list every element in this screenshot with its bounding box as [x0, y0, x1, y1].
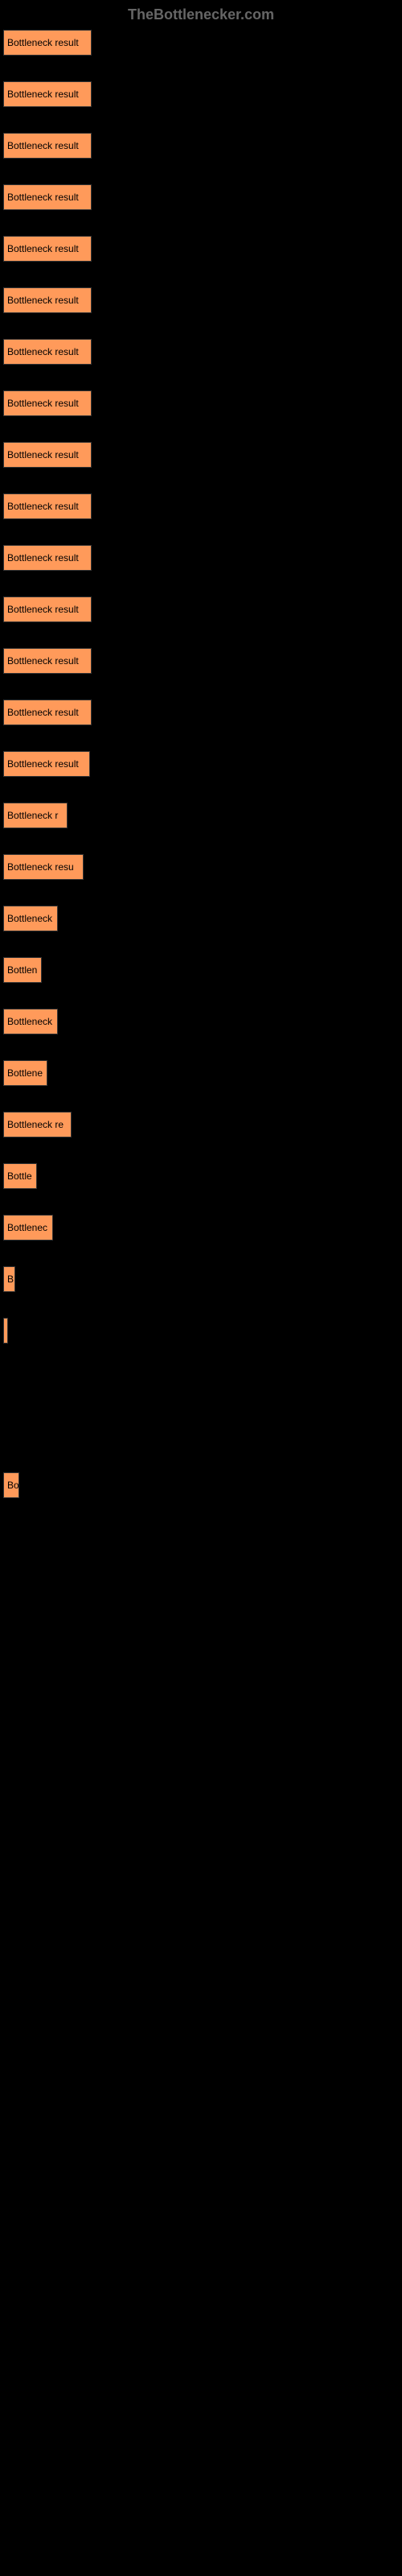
bar-label: Bottleneck result — [7, 243, 79, 254]
bar-row: Bottleneck result — [3, 442, 399, 468]
bar: Bottleneck result — [3, 133, 92, 159]
bar: Bottleneck result — [3, 30, 92, 56]
bar-label: Bottleneck result — [7, 192, 79, 203]
site-header: TheBottlenecker.com — [0, 0, 402, 30]
bar-label: Bottleneck resu — [7, 861, 74, 873]
bar: Bottleneck result — [3, 184, 92, 210]
bar-label: Bottleneck re — [7, 1119, 64, 1130]
bar: Bottlenec — [3, 1215, 53, 1241]
bar-label: Bottleneck result — [7, 37, 79, 48]
bar: Bottleneck result — [3, 339, 92, 365]
bar-label: Bottleneck result — [7, 140, 79, 151]
bar: Bottleneck result — [3, 700, 92, 725]
bar: Bottleneck — [3, 1009, 58, 1034]
bar-chart: Bottleneck result Bottleneck result Bottle… — [0, 30, 402, 1498]
bar: Bottleneck result — [3, 236, 92, 262]
bar: Bottleneck resu — [3, 854, 84, 880]
bar-label: Bottlenec — [7, 1222, 47, 1233]
bar-row: Bottleneck result — [3, 287, 399, 313]
bar-row: Bottleneck result — [3, 184, 399, 210]
bar: Bottleneck result — [3, 545, 92, 571]
bar-row: Bottleneck resu — [3, 854, 399, 880]
bar-label: Bottleneck result — [7, 655, 79, 667]
bar: Bottlene — [3, 1060, 47, 1086]
bar: Bottlen — [3, 957, 42, 983]
bar: Bottleneck result — [3, 442, 92, 468]
bar-label: Bottleneck — [7, 913, 52, 924]
bar-label: Bottleneck result — [7, 295, 79, 306]
bar-row: Bottleneck re — [3, 1112, 399, 1137]
bar-label: Bottlen — [7, 964, 37, 976]
bar-label: Bottleneck result — [7, 604, 79, 615]
bar-row: Bottleneck result — [3, 390, 399, 416]
bar — [3, 1318, 8, 1344]
bar-label: Bottle — [7, 1170, 32, 1182]
bar-label: Bottleneck result — [7, 501, 79, 512]
bar: Bottleneck result — [3, 390, 92, 416]
bar-row — [3, 1421, 399, 1447]
bar-row: Bottleneck — [3, 906, 399, 931]
bar: Bottleneck result — [3, 597, 92, 622]
bar-row: Bottlen — [3, 957, 399, 983]
bar-row: Bottleneck result — [3, 597, 399, 622]
bar: Bottleneck result — [3, 81, 92, 107]
bar-row: Bottleneck r — [3, 803, 399, 828]
bar-label: Bottleneck result — [7, 398, 79, 409]
bar: Bottleneck result — [3, 648, 92, 674]
bar-row: B — [3, 1266, 399, 1292]
bar-label: B — [7, 1274, 14, 1285]
bar: Bottleneck result — [3, 287, 92, 313]
bar-label: Bottleneck result — [7, 758, 79, 770]
bar-row: Bottleneck result — [3, 133, 399, 159]
bar-label: Bottleneck result — [7, 346, 79, 357]
bar-label: Bottleneck r — [7, 810, 58, 821]
bar: Bottle — [3, 1163, 37, 1189]
bar-row: Bottle — [3, 1163, 399, 1189]
bar-label: Bottleneck result — [7, 89, 79, 100]
bar: Bottleneck — [3, 906, 58, 931]
bar-row: Bottleneck result — [3, 751, 399, 777]
bar-row: Bottlene — [3, 1060, 399, 1086]
bar-row: Bottleneck result — [3, 81, 399, 107]
bar: Bo — [3, 1472, 19, 1498]
bar: Bottleneck re — [3, 1112, 72, 1137]
bar-row: Bottleneck — [3, 1009, 399, 1034]
bar-row: Bo — [3, 1472, 399, 1498]
bar: Bottleneck result — [3, 751, 90, 777]
bar-label: Bottleneck — [7, 1016, 52, 1027]
bar: Bottleneck r — [3, 803, 68, 828]
bar-label: Bo — [7, 1480, 19, 1491]
bar: Bottleneck result — [3, 493, 92, 519]
bar-row: Bottleneck result — [3, 30, 399, 56]
site-title: TheBottlenecker.com — [128, 6, 274, 23]
bar-row: Bottlenec — [3, 1215, 399, 1241]
bar-label: Bottlene — [7, 1067, 43, 1079]
bar-row: Bottleneck result — [3, 648, 399, 674]
bar-label: Bottleneck result — [7, 449, 79, 460]
bar-row: Bottleneck result — [3, 545, 399, 571]
bar-label: Bottleneck result — [7, 707, 79, 718]
bar-row — [3, 1318, 399, 1344]
bar-row: Bottleneck result — [3, 493, 399, 519]
bar: B — [3, 1266, 15, 1292]
bar-row: Bottleneck result — [3, 339, 399, 365]
bar-row: Bottleneck result — [3, 700, 399, 725]
bar-row — [3, 1369, 399, 1395]
bar-label: Bottleneck result — [7, 552, 79, 564]
bar-row: Bottleneck result — [3, 236, 399, 262]
